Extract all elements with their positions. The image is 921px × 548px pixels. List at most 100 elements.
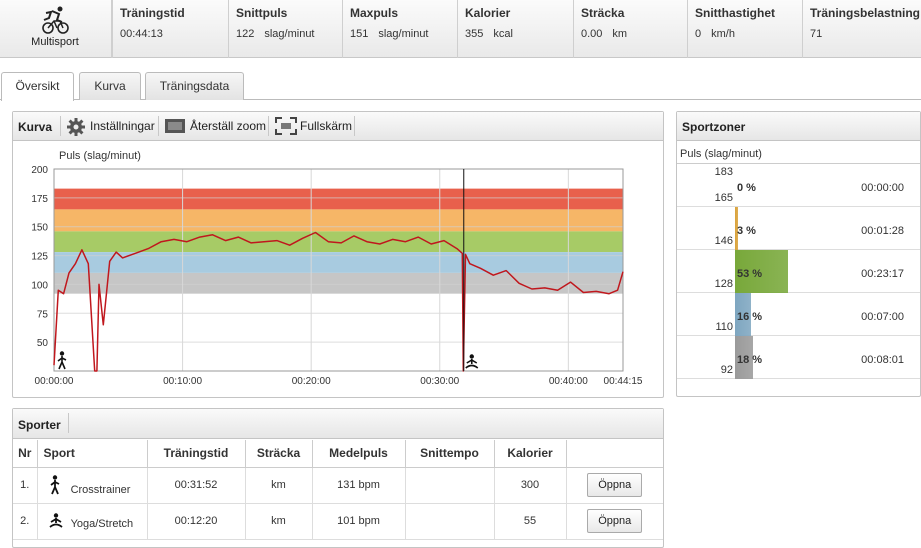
zone-band — [54, 209, 623, 232]
toolbar-divider — [354, 116, 355, 136]
y-tick-label: 150 — [31, 223, 48, 234]
sports-header: Sporter — [13, 409, 663, 439]
zone-bar — [735, 207, 738, 250]
row-time: 00:31:52 — [147, 467, 246, 504]
toolbar-divider — [158, 116, 159, 136]
stat-unit: km — [612, 28, 628, 40]
tab-overview[interactable]: Översikt — [1, 72, 74, 101]
zone-band — [54, 272, 623, 294]
yoga-icon — [48, 512, 63, 528]
open-button[interactable]: Öppna — [587, 473, 643, 497]
zone-time: 00:00:00 — [861, 182, 904, 194]
zone-row: 165 0 % 00:00:00 — [677, 164, 920, 207]
stat-distance: Sträcka 0.00 km — [573, 0, 687, 58]
tab-curve[interactable]: Kurva — [79, 72, 141, 100]
toolbar-divider — [268, 116, 269, 136]
sports-panel: Sporter Nr Sport Träningstid Sträcka Med… — [12, 408, 664, 548]
col-calories: Kalorier — [494, 440, 567, 468]
sports-panel-title: Sporter — [18, 418, 61, 432]
col-sport: Sport — [37, 440, 148, 468]
sport-name: Yoga/Stretch — [70, 517, 134, 530]
col-pace: Snittempo — [405, 440, 495, 468]
stat-value: 0 — [695, 28, 702, 40]
tab-bar: Översikt Kurva Träningsdata — [0, 72, 921, 101]
col-avg-hr: Medelpuls — [312, 440, 406, 468]
row-pace — [405, 467, 495, 504]
col-distance: Sträcka — [245, 440, 313, 468]
stat-unit: kcal — [493, 28, 513, 40]
tab-training-data[interactable]: Träningsdata — [145, 72, 244, 100]
multisport-icon — [42, 6, 69, 34]
stat-unit: km/h — [711, 28, 735, 40]
col-actions — [566, 440, 663, 468]
open-button[interactable]: Öppna — [587, 509, 643, 533]
stat-unit: slag/minut — [378, 28, 429, 40]
fullscreen-button[interactable]: Fullskärm — [275, 115, 352, 137]
x-tick-label: 00:30:00 — [420, 376, 459, 387]
gear-icon — [67, 118, 85, 136]
crosstrainer-icon — [49, 474, 59, 494]
row-pace — [405, 503, 495, 540]
zone-low-value: 128 — [714, 278, 733, 290]
heart-rate-line — [53, 231, 624, 372]
stat-title: Träningstid — [120, 6, 185, 20]
x-tick-label: 00:20:00 — [292, 376, 331, 387]
row-actions: Öppna — [566, 467, 663, 504]
settings-button[interactable]: Inställningar — [65, 115, 155, 137]
sports-table: Nr Sport Träningstid Sträcka Medelpuls S… — [13, 440, 663, 540]
stat-unit: slag/minut — [264, 28, 315, 40]
stat-value: 355 — [465, 28, 484, 40]
zone-time: 00:23:17 — [861, 268, 904, 280]
zone-row: 110 16 % 00:07:00 — [677, 293, 920, 336]
stat-value: 0.00 — [581, 28, 603, 40]
zones-panel: Sportzoner Puls (slag/minut) 183 165 0 % 0… — [676, 111, 921, 397]
zone-bar — [735, 250, 788, 293]
row-calories: 300 — [494, 467, 567, 504]
row-nr: 2. — [13, 503, 38, 540]
sport-label: Multisport — [31, 36, 79, 48]
table-row: 2. Yoga/Stretch 00:12:20 km 101 bpm 55 Ö… — [13, 503, 663, 540]
x-tick-label: 00:00:00 — [35, 376, 74, 387]
zone-band — [54, 231, 623, 253]
zone-percent: 18 % — [737, 354, 763, 366]
y-tick-label: 75 — [37, 309, 49, 320]
yoga-icon — [465, 354, 479, 369]
sport-name: Crosstrainer — [70, 483, 131, 496]
divider — [677, 163, 920, 164]
curve-toolbar: Kurva Inställningar Återställ zoom — [13, 112, 663, 141]
x-tick-label: 00:44:15 — [604, 376, 643, 387]
zones-panel-title: Sportzoner — [682, 120, 746, 134]
sport-badge: Multisport — [0, 0, 112, 58]
zone-low-value: 146 — [714, 235, 733, 247]
reset-zoom-label: Återställ zoom — [190, 119, 267, 133]
y-axis-label: Puls (slag/minut) — [59, 150, 141, 162]
summary-bar: Multisport Träningstid 00:44:13 Snittpul… — [0, 0, 921, 58]
stat-avg-hr: Snittpuls 122 slag/minut — [228, 0, 342, 58]
row-calories: 55 — [494, 503, 567, 540]
col-nr: Nr — [13, 440, 38, 468]
reset-zoom-button[interactable]: Återställ zoom — [164, 115, 266, 137]
crosstrainer-icon — [57, 351, 67, 370]
curve-panel-title: Kurva — [18, 120, 53, 134]
zone-time: 00:07:00 — [861, 311, 904, 323]
zoom-reset-icon — [165, 119, 185, 133]
stat-max-hr: Maxpuls 151 slag/minut — [342, 0, 457, 58]
zone-low-value: 92 — [720, 364, 733, 376]
stat-training-load: Träningsbelastning 71 — [802, 0, 921, 58]
stat-avg-speed: Snitthastighet 0 km/h — [687, 0, 802, 58]
zones-list: 165 0 % 00:00:00 146 3 % 00:01:28 128 53 % 00:23… — [677, 164, 920, 380]
toolbar-divider — [68, 413, 69, 433]
stat-title: Kalorier — [465, 6, 511, 20]
zone-low-value: 165 — [714, 192, 733, 204]
table-header-row: Nr Sport Träningstid Sträcka Medelpuls S… — [13, 440, 663, 468]
stat-title: Träningsbelastning — [810, 6, 921, 20]
col-training-time: Träningstid — [147, 440, 246, 468]
zone-bar — [735, 293, 751, 336]
heart-rate-chart[interactable]: Puls (slag/minut) 50 75 100 125 150 175 200 00:0… — [13, 142, 663, 397]
curve-panel: Kurva Inställningar Återställ zoom — [12, 111, 664, 398]
stat-calories: Kalorier 355 kcal — [457, 0, 573, 58]
table-row: 1. Crosstrainer 00:31:52 km 131 bpm 300 … — [13, 467, 663, 504]
zone-row: 146 3 % 00:01:28 — [677, 207, 920, 250]
toolbar-divider — [60, 116, 61, 136]
zone-time: 00:01:28 — [861, 225, 904, 237]
